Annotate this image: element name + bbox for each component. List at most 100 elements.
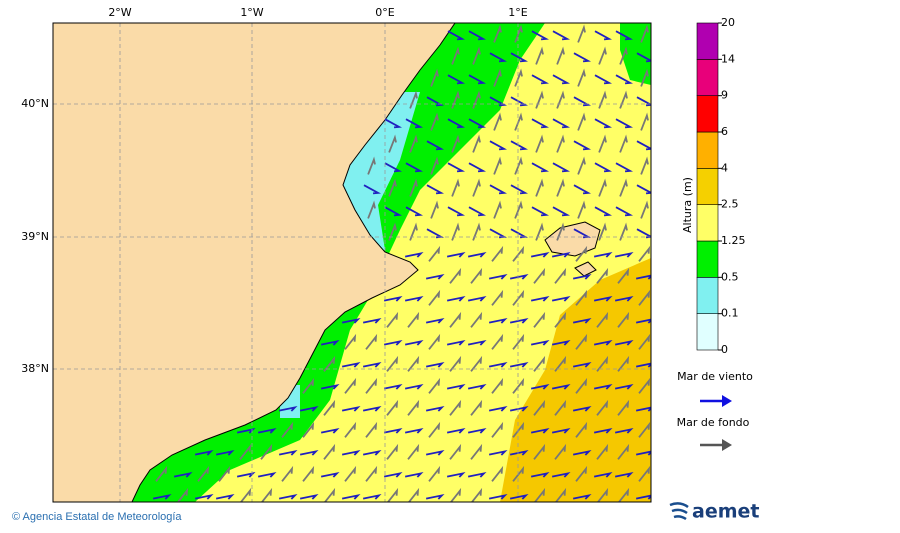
wave-arrow	[554, 487, 567, 502]
wave-arrow	[302, 377, 315, 394]
wave-arrow	[535, 46, 544, 65]
wave-arrow	[617, 399, 630, 416]
wave-arrow	[488, 449, 508, 456]
wave-arrow	[323, 399, 336, 416]
wave-arrow	[489, 96, 508, 107]
wave-arrow	[573, 96, 592, 107]
wave-arrow	[510, 140, 529, 151]
wave-arrow	[551, 471, 571, 478]
wave-arrow	[530, 251, 550, 258]
wave-arrow	[430, 68, 439, 87]
wave-arrow	[428, 421, 441, 438]
wave-arrow	[535, 222, 544, 241]
wave-arrow	[572, 493, 592, 500]
wave-arrow	[635, 274, 651, 280]
wave-arrow	[468, 118, 487, 129]
wave-arrow	[409, 90, 418, 109]
wave-arrow	[514, 68, 523, 87]
lon-label: 2°W	[108, 6, 131, 19]
wave-arrow	[384, 162, 403, 173]
wave-arrow	[531, 206, 550, 217]
wave-arrow	[573, 140, 592, 151]
wave-arrow	[493, 24, 502, 43]
wave-arrow	[577, 156, 586, 175]
wave-arrow	[320, 383, 340, 390]
wave-arrow	[176, 487, 189, 502]
wave-arrow	[614, 295, 634, 302]
wave-arrow	[556, 134, 565, 153]
colorbar-label: 20	[721, 16, 735, 29]
wave-arrow	[512, 465, 525, 482]
wave-arrow	[383, 471, 403, 478]
wave-arrow	[509, 493, 529, 500]
wave-arrow	[636, 140, 651, 151]
wave-arrow	[449, 399, 462, 416]
colorbar-band	[696, 131, 719, 169]
wave-arrow	[425, 273, 445, 280]
wave-arrow	[530, 471, 550, 478]
wave-arrow	[386, 443, 399, 460]
wave-arrow	[386, 311, 399, 328]
wave-arrow	[447, 118, 466, 129]
wave-arrow	[446, 295, 466, 302]
wave-arrow	[407, 399, 420, 416]
wave-arrow	[451, 178, 460, 197]
wave-arrow	[404, 383, 424, 390]
wave-arrow	[425, 405, 445, 412]
wave-arrow	[365, 421, 378, 438]
wave-arrow	[593, 295, 613, 302]
wave-arrow	[509, 449, 529, 456]
wave-arrow	[535, 178, 544, 197]
wave-arrow	[489, 140, 508, 151]
wave-arrow	[215, 493, 235, 500]
wave-arrow	[236, 471, 256, 478]
wave-arrow	[323, 487, 336, 502]
wave-arrow	[619, 222, 628, 241]
colorbar-label: 1.25	[721, 234, 746, 247]
wave-arrow	[554, 443, 567, 460]
wave-arrow	[197, 465, 210, 482]
wave-arrow	[491, 333, 504, 350]
wave-arrows	[152, 24, 651, 502]
lon-label: 1°W	[240, 6, 263, 19]
wave-arrow	[323, 355, 336, 372]
wave-arrow	[598, 134, 607, 153]
wave-arrow	[447, 30, 466, 41]
wave-arrow	[386, 487, 399, 502]
wave-arrow	[554, 355, 567, 372]
wave-arrow	[619, 46, 628, 65]
legend-label: Mar de viento	[677, 370, 753, 383]
wave-arrow	[468, 162, 487, 173]
wave-arrow	[617, 311, 630, 328]
wave-arrow	[472, 222, 481, 241]
wave-arrow	[509, 273, 529, 280]
wave-arrow	[635, 318, 651, 324]
wave-arrow	[551, 427, 571, 434]
colorbar-band	[696, 240, 719, 278]
wave-arrow	[409, 222, 418, 241]
wave-arrow	[638, 421, 651, 438]
wave-arrow	[409, 178, 418, 197]
logo-icon	[669, 502, 689, 521]
colorbar-label: 0.5	[721, 270, 739, 283]
wave-arrow	[451, 222, 460, 241]
colorbar: 0 0.1 0.5 1.25 2.5 4 6 9 14 20	[696, 16, 746, 356]
wave-arrow	[218, 465, 231, 482]
wave-arrow	[302, 465, 315, 482]
wave-arrow	[552, 118, 571, 129]
wave-arrow	[320, 471, 340, 478]
wave-arrow	[512, 289, 525, 306]
wave-arrow	[598, 90, 607, 109]
wave-arrow	[367, 156, 376, 175]
wave-arrow	[575, 289, 588, 306]
wave-arrow	[551, 251, 571, 258]
lat-label: 38°N	[21, 362, 49, 375]
wave-arrow	[384, 118, 403, 129]
wave-arrow	[367, 200, 376, 219]
wave-arrow	[614, 427, 634, 434]
wave-arrow	[426, 96, 445, 107]
wave-arrow	[449, 487, 462, 502]
wave-arrow	[173, 471, 193, 478]
wave-arrow	[614, 251, 634, 258]
